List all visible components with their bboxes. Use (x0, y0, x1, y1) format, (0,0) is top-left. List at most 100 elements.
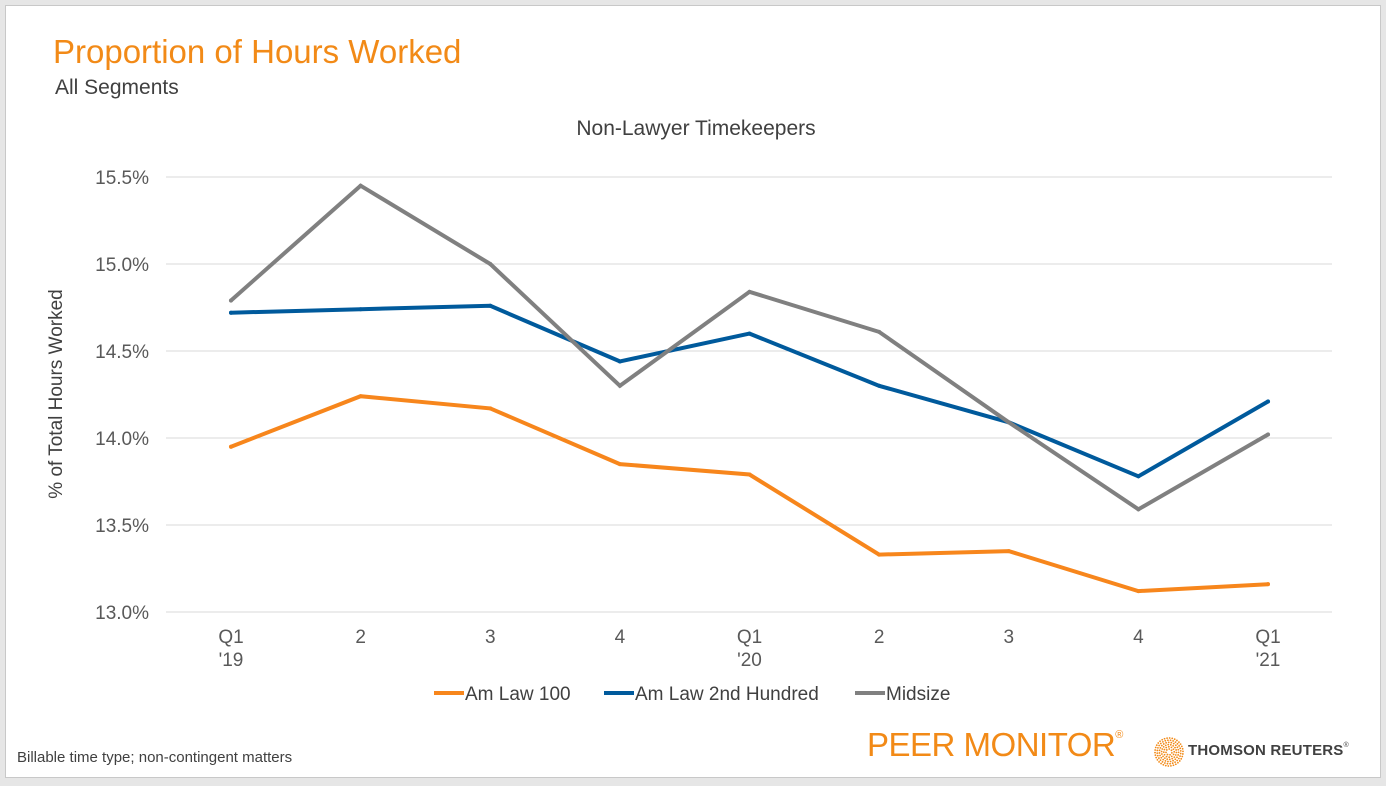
logo-dot (1155, 756, 1158, 759)
page-title: Proportion of Hours Worked (53, 33, 462, 70)
logo-dot (1165, 746, 1168, 749)
logo-dot (1180, 745, 1183, 748)
logo-dot (1166, 753, 1169, 756)
logo-dot (1175, 749, 1178, 751)
logo-dot (1175, 751, 1178, 754)
logo-dot (1167, 745, 1170, 748)
data-point (1136, 589, 1141, 594)
logo-dot (1162, 743, 1165, 745)
legend-item: Am Law 2nd Hundred (604, 684, 819, 705)
logo-dot (1159, 742, 1162, 745)
logo-dot (1158, 749, 1161, 752)
series-lines (229, 183, 1270, 594)
logo-dot (1174, 741, 1177, 744)
data-point (358, 183, 363, 188)
logo-dot (1174, 761, 1176, 764)
logo-dot (1161, 748, 1164, 750)
logo-dot (1179, 743, 1182, 746)
logo-dot (1172, 744, 1175, 747)
logo-dot (1158, 752, 1161, 754)
logo-dot (1178, 741, 1180, 744)
logo-dot (1162, 751, 1165, 754)
logo-dot (1177, 751, 1180, 754)
brand-name: PEER MONITOR (867, 726, 1116, 763)
logo-dot (1172, 748, 1175, 751)
logo-dot (1171, 762, 1174, 765)
logo-dot (1168, 756, 1171, 759)
logo-dot (1180, 757, 1183, 760)
logo-dot (1176, 759, 1179, 762)
x-tick-label: 2 (355, 627, 366, 648)
logo-dot (1168, 737, 1171, 739)
logo-dot (1177, 748, 1180, 751)
data-point (617, 462, 622, 467)
logo-dot (1165, 741, 1168, 744)
logo-dot (1174, 758, 1177, 761)
data-point (488, 262, 493, 266)
logo-dot (1156, 754, 1159, 757)
y-axis-ticks: 13.0% 13.5% 14.0% 14.5% 15.0% 15.5% (95, 168, 149, 624)
y-tick-label: 15.5% (95, 168, 149, 189)
x-tick-year-label: '20 (737, 650, 762, 671)
logo-dot (1172, 753, 1175, 756)
data-point (358, 307, 363, 312)
gridlines (166, 176, 1332, 613)
x-tick-year-label: '19 (219, 650, 244, 671)
logo-dot (1169, 743, 1172, 746)
data-point (488, 406, 493, 411)
company-registered-mark: ® (1343, 742, 1349, 749)
company-name: THOMSON REUTERS (1188, 742, 1344, 759)
data-point (1136, 507, 1141, 512)
logo-dot (1167, 743, 1170, 746)
peer-monitor-logo: PEER MONITOR® (867, 726, 1123, 764)
logo-dot (1174, 744, 1177, 747)
logo-dot (1173, 756, 1176, 759)
y-tick-label: 14.0% (95, 429, 149, 450)
logo-dot (1170, 755, 1173, 758)
footnote: Billable time type; non-contingent matte… (17, 749, 293, 766)
logo-dot (1162, 758, 1165, 761)
logo-dot (1163, 748, 1166, 751)
logo-dot (1157, 742, 1160, 744)
logo-dot (1170, 746, 1173, 749)
logo-dot (1171, 737, 1174, 740)
x-tick-year-label: '21 (1256, 650, 1281, 671)
thomson-reuters-logo: THOMSON REUTERS® (1188, 742, 1349, 759)
data-point (617, 383, 622, 388)
data-point (1266, 399, 1270, 404)
logo-dot (1170, 741, 1173, 744)
logo-dot (1174, 746, 1176, 749)
logo-dot (1156, 752, 1159, 754)
data-point (488, 303, 493, 308)
data-point (1006, 420, 1011, 425)
logo-dot (1160, 753, 1163, 755)
chart-title: Non-Lawyer Timekeepers (576, 117, 815, 140)
logo-dot (1154, 751, 1156, 754)
logo-dot (1182, 750, 1184, 753)
logo-dot (1160, 762, 1162, 765)
logo-dot (1176, 742, 1179, 745)
slide (5, 5, 1381, 778)
logo-dot (1181, 747, 1184, 750)
logo-dot (1159, 740, 1161, 743)
data-point (617, 359, 622, 364)
logo-dot (1174, 754, 1177, 756)
logo-dot (1164, 739, 1167, 742)
logo-dot (1172, 759, 1174, 762)
legend-item: Midsize (855, 684, 950, 705)
x-tick-label: 2 (874, 627, 885, 648)
data-point (747, 289, 752, 294)
logo-dot (1172, 764, 1175, 767)
logo-dot (1159, 759, 1162, 762)
logo-dot (1172, 740, 1175, 742)
y-tick-label: 14.5% (95, 342, 149, 363)
x-tick-label: Q1 (218, 627, 243, 648)
legend-label: Midsize (886, 684, 950, 705)
logo-dot (1176, 746, 1179, 749)
logo-dot (1177, 754, 1180, 756)
logo-dot (1167, 739, 1169, 742)
legend: Am Law 100 Am Law 2nd Hundred Midsize (434, 684, 950, 705)
logo-dot (1154, 754, 1157, 757)
x-axis-ticks: Q1'192 3 4 Q1'202 3 4 Q1'21 (218, 627, 1280, 671)
